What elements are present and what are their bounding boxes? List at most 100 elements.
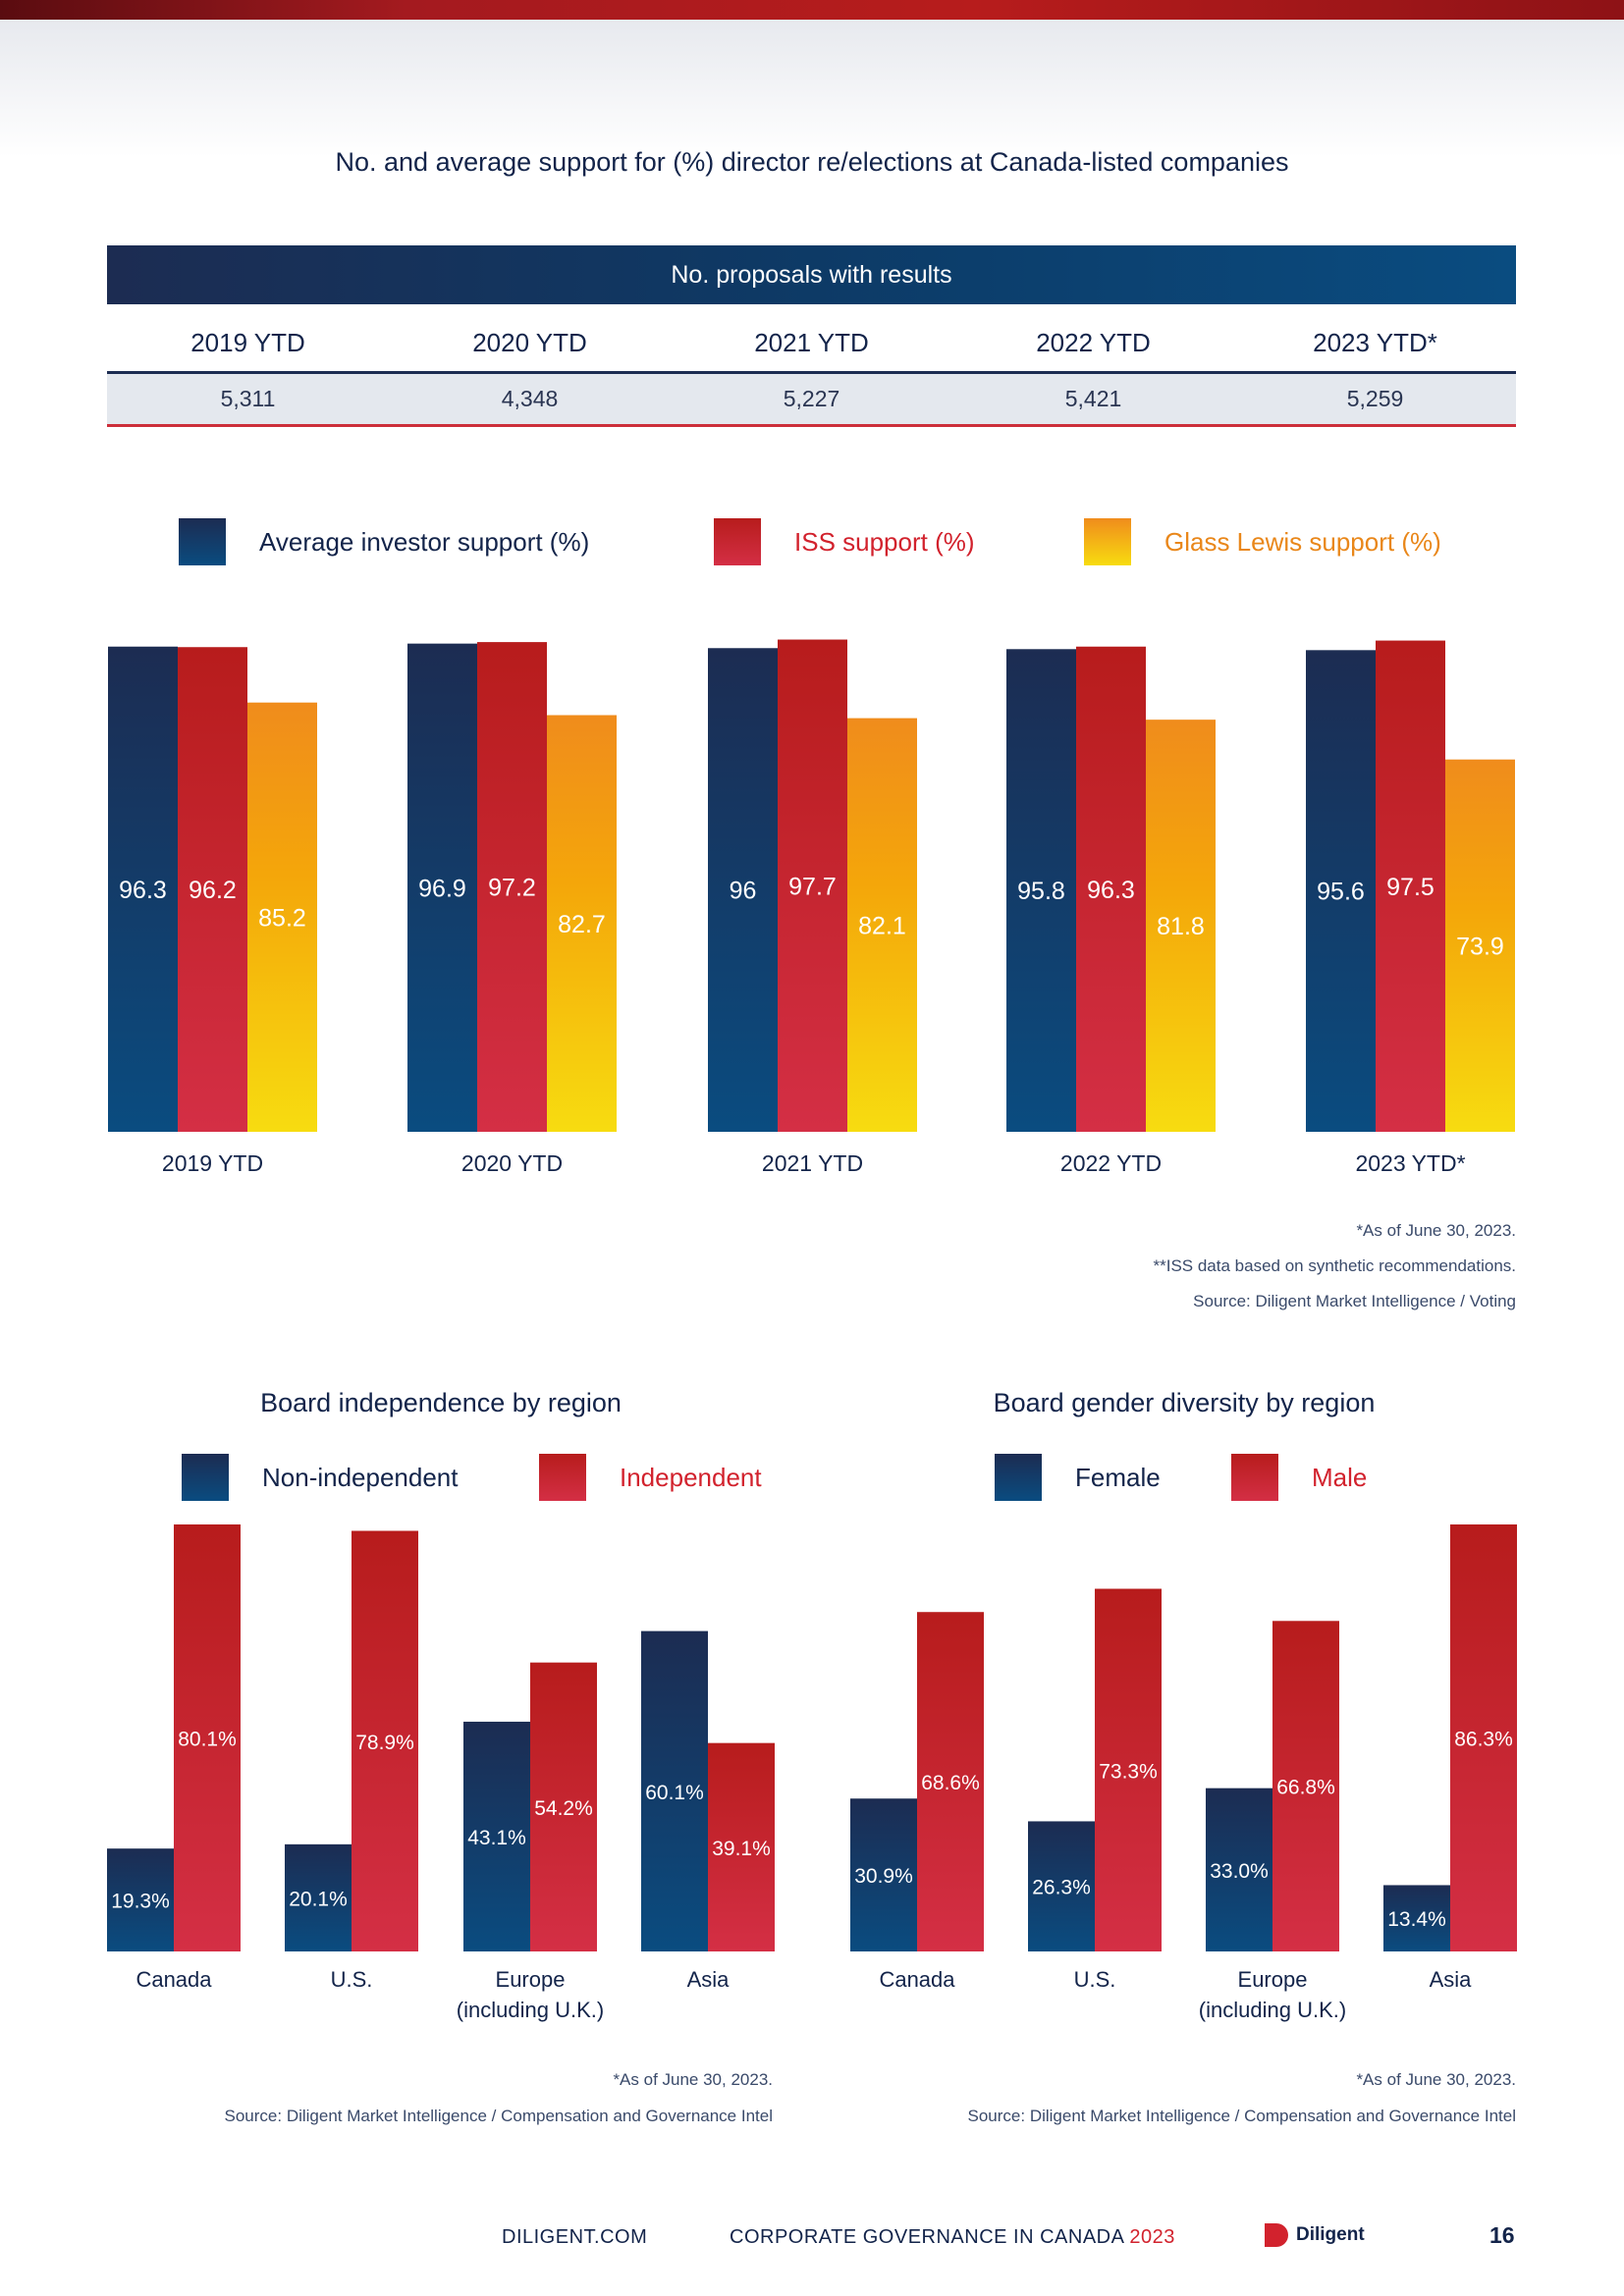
gender-category-label-2: Europe (including U.K.) <box>1199 1967 1346 2022</box>
gender-bar-female-1 <box>1028 1821 1095 1951</box>
proposals-value-2020: 4,348 <box>501 386 559 411</box>
bar-average-investor-2 <box>708 648 778 1132</box>
gender-chart-title: Board gender diversity by region <box>993 1388 1376 1417</box>
independence-category-label-0: Canada <box>135 1967 212 1992</box>
legend-swatch-navy <box>179 518 226 565</box>
bar-label-average-investor-2: 96 <box>730 878 757 905</box>
independence-bar-label-independent-2: 54.2% <box>534 1797 593 1820</box>
bar-label-iss-1: 97.2 <box>488 875 536 902</box>
bar-label-average-investor-4: 95.6 <box>1317 879 1365 906</box>
independence-bar-non-independent-3 <box>641 1630 708 1951</box>
proposals-col-2021: 2021 YTD <box>754 327 869 357</box>
category-label-2: 2021 YTD <box>762 1150 863 1176</box>
legend-independent: Independent <box>539 1454 762 1501</box>
legend-glass-lewis: Glass Lewis support (%) <box>1084 518 1441 565</box>
independence-bar-label-non-independent-1: 20.1% <box>289 1888 348 1910</box>
bar-iss-4 <box>1376 640 1445 1132</box>
proposals-value-2023: 5,259 <box>1346 386 1404 411</box>
bar-label-glass-lewis-0: 85.2 <box>258 904 306 932</box>
proposals-col-2019: 2019 YTD <box>190 327 305 357</box>
gender-bar-male-2 <box>1272 1621 1339 1951</box>
gender-bar-label-female-2: 33.0% <box>1210 1860 1269 1883</box>
gender-category-label-1: U.S. <box>1074 1967 1116 1992</box>
independence-bar-non-independent-1 <box>285 1843 352 1951</box>
page-number: 16 <box>1489 2222 1515 2248</box>
proposals-value-2019: 5,311 <box>220 386 276 411</box>
header-background <box>0 20 1624 157</box>
independence-bar-non-independent-0 <box>107 1848 174 1951</box>
gender-bar-label-male-2: 66.8% <box>1276 1777 1335 1799</box>
diligent-logo-icon <box>1265 2223 1288 2247</box>
bar-glass-lewis-0 <box>247 702 317 1132</box>
independence-bar-label-independent-1: 78.9% <box>355 1732 414 1754</box>
bar-label-glass-lewis-1: 82.7 <box>558 911 606 938</box>
legend-swatch-red <box>539 1454 586 1501</box>
independence-bar-label-independent-3: 39.1% <box>712 1838 771 1860</box>
independence-category-label-2: Europe (including U.K.) <box>457 1967 604 2022</box>
proposals-col-2022: 2022 YTD <box>1036 327 1151 357</box>
support-note-iss: **ISS data based on synthetic recommenda… <box>1153 1256 1517 1275</box>
footer-year: 2023 <box>1129 2226 1175 2248</box>
legend-swatch-red <box>1231 1454 1278 1501</box>
legend-label: Independent <box>620 1462 762 1492</box>
gender-category-label-0: Canada <box>879 1967 955 1992</box>
gender-bar-label-male-3: 86.3% <box>1454 1729 1513 1751</box>
legend-swatch-gold <box>1084 518 1131 565</box>
support-bar-chart: 96.3 96.2 85.2 2019 YTD 96.9 97.2 82.7 2020 YTD… <box>108 639 1515 1176</box>
gender-bar-label-female-0: 30.9% <box>854 1865 913 1888</box>
independence-bar-independent-3 <box>708 1742 775 1951</box>
gender-category-label-3: Asia <box>1430 1967 1473 1992</box>
gender-bar-male-1 <box>1095 1588 1162 1951</box>
legend-swatch-red <box>714 518 761 565</box>
top-accent-bar <box>0 0 1624 20</box>
legend-non-independent: Non-independent <box>182 1454 459 1501</box>
bar-label-glass-lewis-2: 82.1 <box>858 912 906 939</box>
proposals-value-2022: 5,421 <box>1064 386 1122 411</box>
bar-glass-lewis-1 <box>547 715 617 1132</box>
independence-category-label-1: U.S. <box>331 1967 373 1992</box>
legend-label: Male <box>1312 1462 1368 1492</box>
bar-average-investor-4 <box>1306 650 1376 1132</box>
bar-glass-lewis-4 <box>1445 759 1515 1132</box>
bar-label-average-investor-1: 96.9 <box>418 875 466 902</box>
bar-label-iss-4: 97.5 <box>1386 874 1435 901</box>
independence-note-asof: *As of June 30, 2023. <box>613 2070 773 2089</box>
proposals-col-2020: 2020 YTD <box>472 327 587 357</box>
legend-average-investor: Average investor support (%) <box>179 518 589 565</box>
proposals-col-2023: 2023 YTD* <box>1313 327 1437 357</box>
proposals-banner: No. proposals with results <box>107 245 1516 304</box>
bar-iss-2 <box>778 639 847 1132</box>
diligent-logo-text: Diligent <box>1296 2224 1365 2245</box>
independence-bar-independent-0 <box>174 1524 241 1951</box>
bar-average-investor-1 <box>407 643 477 1132</box>
independence-bar-label-independent-0: 80.1% <box>178 1729 237 1751</box>
support-chart-title: No. and average support for (%) director… <box>335 147 1289 177</box>
bar-iss-1 <box>477 642 547 1132</box>
legend-swatch-navy <box>995 1454 1042 1501</box>
footer-publication: CORPORATE GOVERNANCE IN CANADA 2023 <box>730 2226 1175 2249</box>
gender-bar-male-0 <box>917 1612 984 1951</box>
bar-label-iss-3: 96.3 <box>1087 877 1135 904</box>
gender-bar-label-female-3: 13.4% <box>1387 1908 1446 1931</box>
category-label-1: 2020 YTD <box>461 1150 563 1176</box>
bar-label-glass-lewis-3: 81.8 <box>1157 913 1205 940</box>
legend-label: Non-independent <box>262 1462 459 1492</box>
bar-glass-lewis-3 <box>1146 720 1216 1132</box>
proposals-table-header: 2019 YTD 2020 YTD 2021 YTD 2022 YTD 2023… <box>107 314 1516 374</box>
gender-bar-female-0 <box>850 1798 917 1951</box>
independence-bar-label-non-independent-3: 60.1% <box>645 1782 704 1804</box>
category-label-0: 2019 YTD <box>162 1150 263 1176</box>
gender-bar-female-3 <box>1383 1885 1450 1951</box>
bar-label-average-investor-0: 96.3 <box>119 877 167 904</box>
legend-label: Average investor support (%) <box>259 526 590 557</box>
legend-male: Male <box>1231 1454 1367 1501</box>
diligent-logo: Diligent <box>1265 2223 1365 2247</box>
gender-note-source: Source: Diligent Market Intelligence / C… <box>967 2107 1516 2125</box>
independence-bar-non-independent-2 <box>463 1721 530 1951</box>
bar-average-investor-0 <box>108 646 178 1132</box>
support-note-source: Source: Diligent Market Intelligence / V… <box>1193 1292 1516 1310</box>
gender-bar-label-male-0: 68.6% <box>921 1772 980 1794</box>
bar-iss-3 <box>1076 646 1146 1132</box>
bar-label-average-investor-3: 95.8 <box>1017 878 1065 905</box>
legend-label: ISS support (%) <box>794 526 975 557</box>
